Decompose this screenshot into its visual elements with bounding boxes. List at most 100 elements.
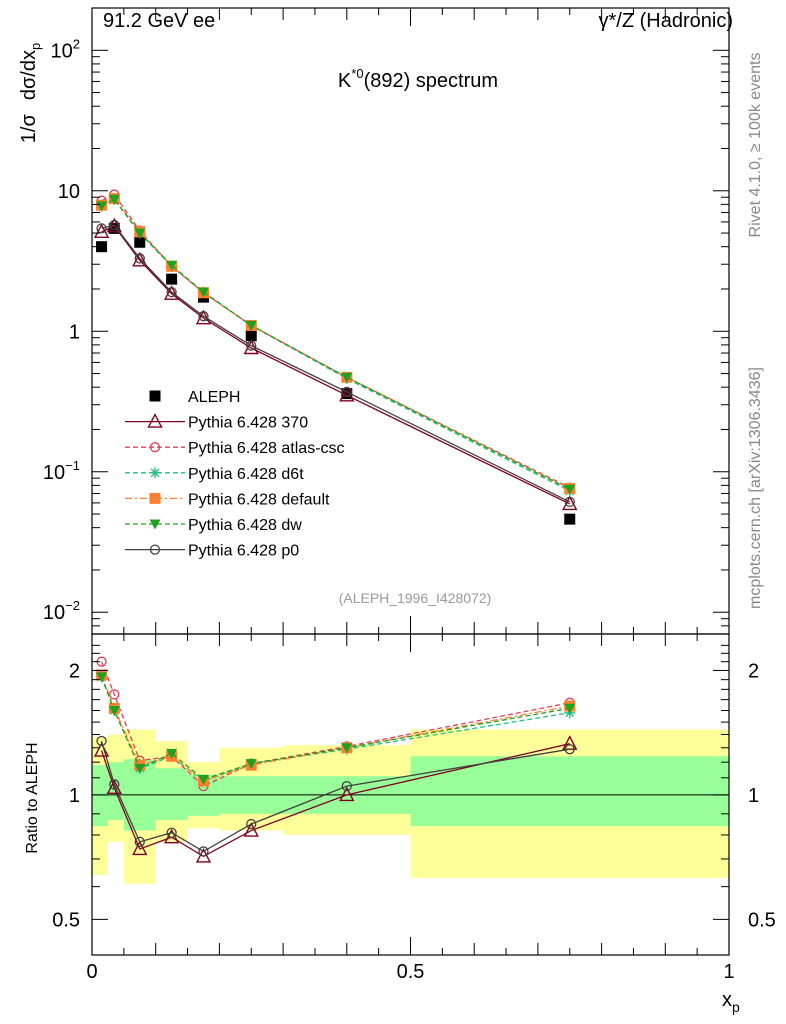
legend-marker-pythia-6-428-d6t (149, 467, 161, 479)
x-axis-label: xp (722, 989, 740, 1015)
main-point-aleph-1 (108, 222, 120, 234)
ratio-y-tick-label-0: 0.5 (52, 909, 80, 931)
main-series-pythia-6-428-p0 (96, 219, 575, 508)
ratio-band-inner-3 (155, 768, 188, 820)
main-point-pythia-6-428-p0-0 (96, 223, 107, 234)
side-label-rivet: Rivet 4.1.0, ≥ 100k events (747, 53, 764, 238)
main-series-pythia-6-428-dw (96, 194, 576, 495)
ratio-point-pythia-6-428-370-2 (132, 840, 148, 856)
main-point-aleph-0 (96, 241, 108, 253)
ratio-point-pythia-6-428-atlas-csc-1 (109, 689, 120, 700)
chart-title: K*0(892) spectrum (338, 66, 498, 92)
ratio-y-axis-label: Ratio to ALEPH (24, 742, 41, 853)
legend-item-pythia-6-428-p0: Pythia 6.428 p0 (125, 543, 299, 560)
ratio-point-pythia-6-428-p0-1 (109, 779, 120, 790)
legend-label-pythia-6-428-d6t: Pythia 6.428 d6t (188, 466, 304, 483)
ratio-point-pythia-6-428-370-4 (195, 847, 212, 863)
legend-item-pythia-6-428-atlas-csc: Pythia 6.428 atlas-csc (125, 440, 345, 457)
ratio-band-inner-7 (410, 756, 729, 827)
ratio-point-pythia-6-428-p0-0 (96, 735, 107, 747)
ratio-point-pythia-6-428-dw-5 (245, 759, 257, 770)
ratio-line-pythia-6-428-370 (100, 743, 570, 858)
main-line-pythia-6-428-dw (101, 198, 571, 490)
legend-marker-pythia-6-428-atlas-csc (149, 442, 161, 453)
main-line-pythia-6-428-p0 (101, 224, 571, 503)
ratio-uncertainty-bands (92, 729, 729, 884)
ratio-series-pythia-6-428-dw (96, 672, 576, 785)
ratio-point-pythia-6-428-p0-2 (134, 836, 145, 847)
ratio-point-pythia-6-428-p0-7 (564, 744, 575, 755)
legend-item-pythia-6-428-d6t: Pythia 6.428 d6t (125, 466, 304, 483)
ratio-line-pythia-6-428-atlas-csc (100, 661, 570, 787)
header-left-label: 91.2 GeV ee (103, 10, 215, 32)
legend-label-pythia-6-428-atlas-csc: Pythia 6.428 atlas-csc (188, 440, 345, 457)
legend-item-pythia-6-428-default: Pythia 6.428 default (125, 491, 330, 508)
x-tick-label-2: 1 (723, 961, 734, 983)
main-point-pythia-6-428-p0-3 (166, 286, 177, 298)
ratio-point-pythia-6-428-dw-6 (341, 743, 353, 754)
main-y-tick-label-1: 10−1 (43, 458, 80, 484)
main-point-aleph-5 (245, 330, 257, 342)
ratio-point-pythia-6-428-370-5 (243, 822, 259, 837)
main-point-aleph-7 (564, 513, 576, 525)
main-point-aleph-2 (134, 236, 146, 248)
main-frame (91, 7, 730, 635)
ratio-point-pythia-6-428-dw-2 (134, 763, 146, 774)
legend-marker-pythia-6-428-dw (149, 519, 161, 530)
main-point-pythia-6-428-dw-1 (108, 194, 120, 205)
ratio-point-pythia-6-428-370-6 (339, 786, 355, 802)
ratio-point-pythia-6-428-dw-3 (166, 748, 178, 759)
ratio-point-pythia-6-428-p0-6 (341, 780, 352, 792)
main-y-tick-label-2: 1 (69, 321, 80, 343)
legend-label-pythia-6-428-p0: Pythia 6.428 p0 (188, 543, 299, 560)
main-point-pythia-6-428-p0-1 (109, 219, 120, 231)
main-point-pythia-6-428-p0-6 (341, 386, 352, 398)
ratio-point-pythia-6-428-dw-7 (564, 703, 576, 714)
ratio-y-tick-label-2: 2 (69, 660, 80, 682)
main-point-pythia-6-428-dw-4 (197, 287, 209, 298)
main-point-pythia-6-428-370-7 (562, 495, 578, 511)
ratio-y-tick-label-right-0: 0.5 (748, 909, 776, 931)
ratio-line-pythia-6-428-dw (100, 676, 570, 781)
main-y-tick-label-4: 102 (51, 36, 80, 62)
legend-marker-aleph (149, 390, 161, 402)
legend-marker-pythia-6-428-p0 (149, 544, 161, 555)
ratio-plot-area (93, 656, 578, 863)
ratio-point-pythia-6-428-dw-0 (96, 672, 108, 683)
ratio-y-tick-label-right-1: 1 (748, 785, 759, 807)
ratio-point-pythia-6-428-p0-3 (166, 827, 177, 838)
legend-label-pythia-6-428-default: Pythia 6.428 default (188, 491, 330, 508)
main-point-pythia-6-428-370-4 (195, 309, 212, 325)
main-y-tick-label-3: 10 (58, 181, 80, 203)
legend-marker-pythia-6-428-default (149, 492, 161, 504)
main-point-pythia-6-428-dw-7 (564, 484, 576, 495)
header-right-label: γ*/Z (Hadronic) (599, 10, 733, 32)
legend-label-aleph: ALEPH (188, 389, 240, 406)
ratio-y-tick-label-1: 1 (69, 785, 80, 807)
axes-frames: 10−2 10−1 1 10 102 0.5 0.5 1 1 2 2 0 0.5 1 (43, 7, 776, 983)
legend-marker-pythia-6-428-370 (147, 413, 163, 428)
ratio-point-pythia-6-428-dw-4 (197, 774, 209, 785)
legend-item-aleph: ALEPH (149, 389, 240, 406)
main-point-pythia-6-428-dw-2 (134, 228, 146, 239)
legend-label-pythia-6-428-dw: Pythia 6.428 dw (188, 517, 302, 534)
main-point-pythia-6-428-dw-3 (166, 260, 178, 271)
ratio-point-pythia-6-428-p0-4 (198, 846, 209, 857)
main-plot-area (93, 189, 578, 525)
ratio-line-pythia-6-428-p0 (100, 740, 570, 853)
side-label-mcplots: mcplots.cern.ch [arXiv:1306.3436] (747, 367, 764, 609)
main-point-pythia-6-428-p0-5 (246, 340, 257, 351)
analysis-annotation: (ALEPH_1996_I428072) (339, 590, 492, 606)
ratio-series-pythia-6-428-p0 (96, 735, 575, 857)
ratio-point-pythia-6-428-dw-1 (108, 706, 120, 717)
main-point-pythia-6-428-p0-4 (198, 311, 209, 322)
main-point-pythia-6-428-370-3 (163, 285, 180, 300)
ratio-y-tick-label-right-2: 2 (748, 660, 759, 682)
main-y-tick-label-0: 10−2 (43, 598, 80, 624)
ratio-band-inner-0 (92, 765, 108, 827)
main-y-axis-label: 1/σdσ/dxp (18, 43, 43, 143)
x-tick-label-0: 0 (86, 961, 97, 983)
x-tick-label-1: 0.5 (397, 961, 425, 983)
legend-label-pythia-6-428-370: Pythia 6.428 370 (188, 415, 308, 432)
